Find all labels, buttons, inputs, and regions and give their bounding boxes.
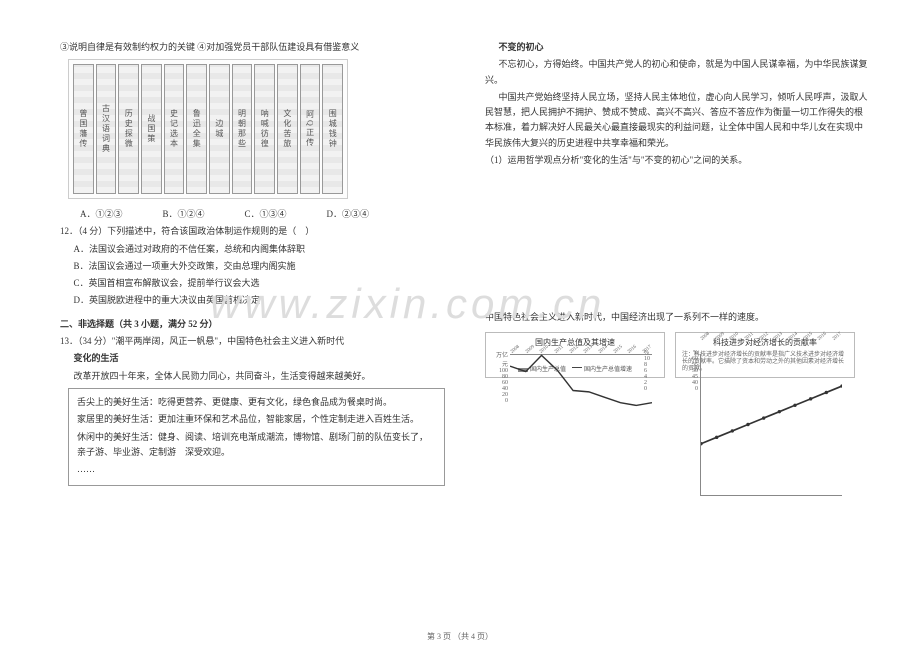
book-spine: 曾国藩传 bbox=[73, 64, 94, 194]
q12-opt-c: C．英国首相宣布解散议会，提前举行议会大选 bbox=[60, 276, 445, 291]
book-spine: 呐喊彷徨 bbox=[254, 64, 275, 194]
q11-opt-c: C．①③④ bbox=[245, 207, 287, 220]
q12-opt-d: D．英国脱欧进程中的重大决议由英国首相决定 bbox=[60, 293, 445, 308]
book-spine: 史记选本 bbox=[164, 64, 185, 194]
q11-options: A．①②③ B．①②④ C．①③④ D．②③④ bbox=[80, 207, 445, 220]
book-spine: 文化苦旅 bbox=[277, 64, 298, 194]
q11-opt-a: A．①②③ bbox=[80, 207, 123, 220]
book-spine: 阿Q正传 bbox=[300, 64, 321, 194]
page-footer: 第 3 页 （共 4 页） bbox=[0, 631, 920, 642]
right-column: 不变的初心 不忘初心，方得始终。中国共产党人的初心和使命，就是为中国人民谋幸福，… bbox=[485, 40, 870, 492]
para-1: 不忘初心，方得始终。中国共产党人的初心和使命，就是为中国人民谋幸福，为中华民族谋… bbox=[485, 57, 870, 88]
q13-box-4: …… bbox=[77, 462, 436, 477]
q13-box-3: 休闲中的美好生活：健身、阅读、培训充电渐成潮流，博物馆、剧场门前的队伍变长了，亲… bbox=[77, 430, 436, 461]
subtitle-initial-heart: 不变的初心 bbox=[485, 40, 870, 55]
q13-intro: 改革开放四十年来，全体人民勠力同心，共同奋斗，生活变得越来越美好。 bbox=[60, 369, 445, 384]
chart-tech: 科技进步对经济增长的贡献率 %60555045400 2008200920102… bbox=[675, 332, 855, 379]
chart-gdp: 国内生产总值及其增速 万亿元100806040200 %1086420 2008… bbox=[485, 332, 665, 379]
q13-stem: 13．（34 分）"潮平两岸阔，风正一帆悬"，中国特色社会主义进入新时代 bbox=[60, 334, 445, 349]
charts-caption: 中国特色社会主义进入新时代，中国经济出现了一系列不一样的速度。 bbox=[485, 310, 870, 325]
chart-gdp-body: 万亿元100806040200 %1086420 200820092010201… bbox=[492, 350, 658, 364]
q11-opt-b: B．①②④ bbox=[163, 207, 205, 220]
q11-clauses: ③说明自律是有效制约权力的关键 ④对加强党员干部队伍建设具有借鉴意义 bbox=[60, 40, 445, 55]
q12-stem: 12．（4 分）下列描述中，符合该国政治体制运作规则的是（ ） bbox=[60, 224, 445, 239]
section-2-heading: 二、非选择题（共 3 小题，满分 52 分） bbox=[60, 317, 445, 332]
book-spine: 历史探微 bbox=[118, 64, 139, 194]
page: ③说明自律是有效制约权力的关键 ④对加强党员干部队伍建设具有借鉴意义 曾国藩传古… bbox=[0, 0, 920, 512]
q13-box-1: 舌尖上的美好生活：吃得更营养、更健康、更有文化，绿色食品成为餐桌时尚。 bbox=[77, 395, 436, 410]
q13-box: 舌尖上的美好生活：吃得更营养、更健康、更有文化，绿色食品成为餐桌时尚。 家居里的… bbox=[68, 388, 445, 486]
book-spines-figure: 曾国藩传古汉语词典历史探微战国策史记选本鲁迅全集边城明朝那些呐喊彷徨文化苦旅阿Q… bbox=[68, 59, 348, 199]
q12-opt-a: A．法国议会通过对政府的不信任案，总统和内阁集体辞职 bbox=[60, 242, 445, 257]
book-spine: 明朝那些 bbox=[232, 64, 253, 194]
left-column: ③说明自律是有效制约权力的关键 ④对加强党员干部队伍建设具有借鉴意义 曾国藩传古… bbox=[60, 40, 445, 492]
book-spine: 边城 bbox=[209, 64, 230, 194]
book-spine: 古汉语词典 bbox=[96, 64, 117, 194]
q13-box-2: 家居里的美好生活：更加注重环保和艺术品位，智能家居，个性定制走进入百姓生活。 bbox=[77, 412, 436, 427]
book-spine: 围城钱钟 bbox=[322, 64, 343, 194]
para-2: 中国共产党始终坚持人民立场，坚持人民主体地位，虚心向人民学习，倾听人民呼声，汲取… bbox=[485, 90, 870, 151]
q11-opt-d: D．②③④ bbox=[327, 207, 370, 220]
book-spine: 战国策 bbox=[141, 64, 162, 194]
book-spine: 鲁迅全集 bbox=[186, 64, 207, 194]
q12-opt-b: B．法国议会通过一项重大外交政策，交由总理内阁实施 bbox=[60, 259, 445, 274]
q13-subtitle: 变化的生活 bbox=[60, 351, 445, 366]
sub-question-1: （1）运用哲学观点分析"变化的生活"与"不变的初心"之间的关系。 bbox=[485, 153, 870, 168]
charts-row: 国内生产总值及其增速 万亿元100806040200 %1086420 2008… bbox=[485, 332, 870, 379]
